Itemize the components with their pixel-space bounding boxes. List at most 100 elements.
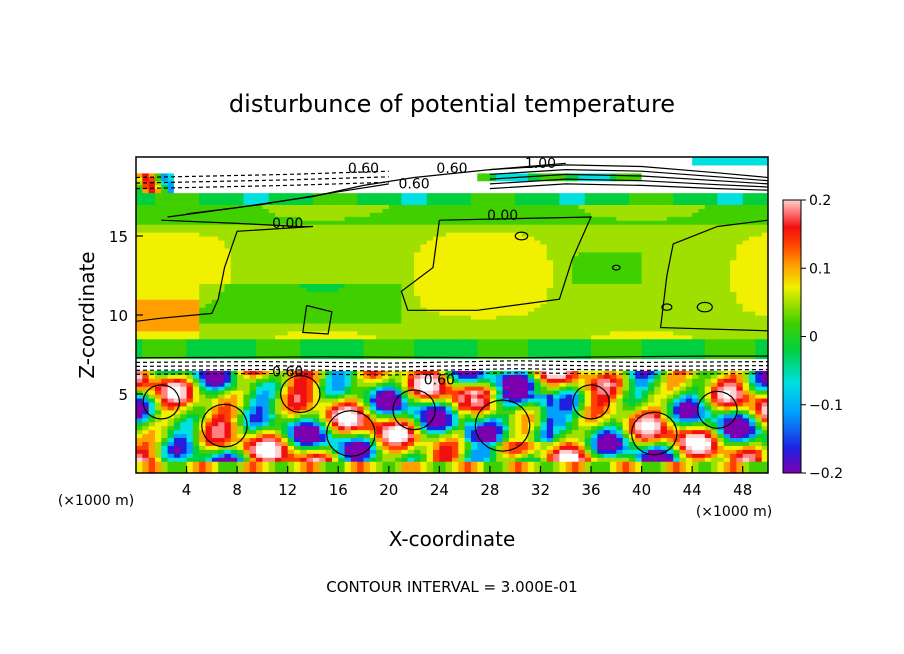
heatmap-cell (388, 247, 396, 253)
heatmap-cell (489, 382, 497, 387)
heatmap-cell (483, 394, 491, 399)
heatmap-cell (357, 196, 365, 202)
heatmap-cell (275, 449, 282, 454)
heatmap-cell (376, 236, 384, 241)
heatmap-cell (445, 236, 453, 241)
heatmap-cell (199, 188, 207, 194)
heatmap-cell (357, 291, 365, 296)
heatmap-cell (154, 200, 162, 205)
heatmap-cell (249, 421, 257, 427)
heatmap-cell (294, 334, 301, 340)
heatmap-cell (148, 354, 156, 360)
heatmap-cell (230, 251, 238, 257)
heatmap-cell (249, 267, 257, 273)
heatmap-cell (496, 228, 504, 233)
heatmap-cell (521, 275, 529, 281)
heatmap-cell (294, 469, 301, 473)
heatmap-cell (230, 228, 238, 233)
heatmap-cell (306, 457, 314, 462)
heatmap-cell (205, 299, 213, 304)
heatmap-cell (218, 212, 226, 217)
heatmap-cell (249, 429, 257, 435)
heatmap-cell (376, 334, 384, 340)
heatmap-cell (445, 172, 453, 178)
heatmap-cell (300, 208, 308, 213)
heatmap-cell (376, 318, 384, 324)
heatmap-cell (388, 232, 396, 237)
heatmap-cell (452, 307, 459, 312)
heatmap-cell (205, 433, 213, 439)
heatmap-cell (161, 354, 169, 360)
heatmap-cell (515, 397, 523, 403)
heatmap-cell (268, 243, 276, 249)
heatmap-cell (357, 176, 365, 182)
heatmap-cell (154, 204, 162, 209)
heatmap-cell (477, 263, 485, 269)
heatmap-cell (331, 350, 339, 356)
heatmap-cell (395, 180, 403, 186)
heatmap-cell (300, 413, 308, 419)
heatmap-cell (167, 433, 175, 439)
heatmap-cell (249, 283, 257, 288)
heatmap-cell (300, 405, 308, 411)
heatmap-cell (224, 216, 232, 221)
heatmap-cell (167, 228, 175, 233)
heatmap-cell (136, 168, 143, 174)
heatmap-cell (363, 358, 371, 363)
heatmap-cell (445, 259, 453, 265)
heatmap-cell (382, 184, 390, 190)
heatmap-cell (433, 184, 440, 190)
heatmap-cell (154, 208, 162, 213)
heatmap-cell (496, 184, 504, 190)
heatmap-cell (205, 164, 213, 170)
heatmap-cell (205, 216, 213, 221)
heatmap-cell (199, 330, 207, 336)
heatmap-cell (496, 445, 504, 450)
heatmap-cell (300, 243, 308, 249)
heatmap-cell (344, 437, 352, 442)
heatmap-cell (180, 157, 188, 162)
heatmap-cell (331, 192, 339, 198)
heatmap-cell (395, 401, 403, 407)
heatmap-cell (294, 465, 301, 470)
heatmap-cell (502, 346, 510, 352)
heatmap-cell (464, 346, 472, 352)
heatmap-cell (211, 224, 219, 229)
heatmap-cell (470, 303, 478, 308)
heatmap-cell (306, 425, 314, 431)
heatmap-cell (331, 303, 339, 308)
heatmap-cell (199, 338, 207, 344)
heatmap-cell (275, 311, 282, 316)
heatmap-cell (433, 330, 440, 336)
heatmap-cell (338, 315, 346, 320)
heatmap-cell (344, 224, 352, 229)
heatmap-cell (211, 350, 219, 356)
heatmap-cell (464, 453, 472, 458)
heatmap-cell (452, 405, 459, 411)
heatmap-cell (256, 445, 263, 450)
heatmap-cell (489, 390, 497, 395)
heatmap-cell (287, 299, 295, 304)
heatmap-cell (167, 421, 175, 427)
heatmap-cell (161, 318, 169, 324)
heatmap-cell (224, 168, 232, 174)
heatmap-cell (161, 232, 169, 237)
heatmap-cell (312, 370, 320, 375)
heatmap-cell (489, 441, 497, 446)
heatmap-cell (319, 390, 327, 395)
heatmap-cell (306, 180, 314, 186)
heatmap-cell (173, 437, 181, 442)
heatmap-cell (148, 465, 156, 470)
heatmap-cell (458, 326, 466, 332)
heatmap-cell (306, 318, 314, 324)
heatmap-cell (218, 382, 226, 387)
heatmap-cell (350, 255, 358, 261)
heatmap-cell (407, 212, 415, 217)
heatmap-cell (445, 378, 453, 383)
heatmap-cell (369, 224, 377, 229)
heatmap-cell (515, 291, 523, 296)
heatmap-cell (496, 322, 504, 328)
heatmap-cell (414, 338, 421, 344)
heatmap-cell (142, 397, 150, 403)
heatmap-cell (357, 322, 365, 328)
